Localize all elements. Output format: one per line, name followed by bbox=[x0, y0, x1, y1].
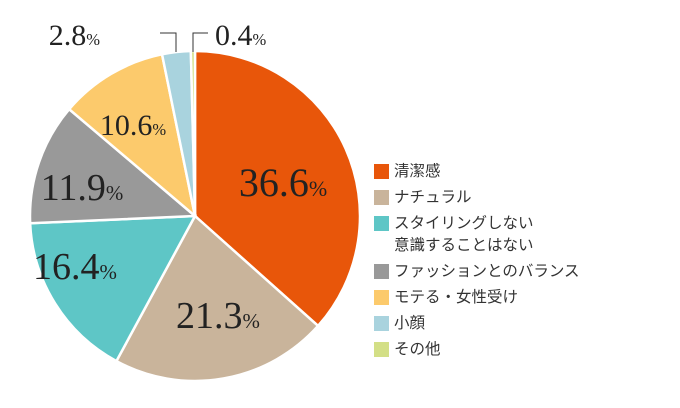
legend-swatch bbox=[374, 164, 389, 179]
leader-line bbox=[160, 32, 177, 52]
data-label: 2.8% bbox=[49, 19, 101, 52]
data-label: 0.4% bbox=[215, 19, 267, 52]
legend-swatch bbox=[374, 316, 389, 331]
legend-item: モテる・女性受け bbox=[374, 286, 580, 308]
legend-item: ファッションとのバランス bbox=[374, 260, 580, 282]
legend-label: ナチュラル bbox=[394, 188, 472, 206]
pie-slice bbox=[28, 214, 198, 363]
legend-label: スタイリングしない 意識することはない bbox=[394, 214, 534, 254]
legend-label: その他 bbox=[394, 340, 441, 358]
legend-label: 小顔 bbox=[394, 314, 426, 332]
pie-slice bbox=[114, 214, 320, 383]
legend-swatch bbox=[374, 290, 389, 305]
legend-label: モテる・女性受け bbox=[394, 288, 519, 306]
legend-item: スタイリングしない 意識することはない bbox=[374, 212, 580, 256]
legend-swatch bbox=[374, 190, 389, 205]
legend-swatch bbox=[374, 342, 389, 357]
legend-item: 清潔感 bbox=[374, 160, 580, 182]
data-label: 36.6% bbox=[239, 160, 327, 205]
data-label: 10.6% bbox=[100, 109, 167, 142]
data-label: 21.3% bbox=[176, 295, 260, 337]
legend-item: ナチュラル bbox=[374, 186, 580, 208]
legend-swatch bbox=[374, 264, 389, 279]
pie-slice bbox=[193, 49, 362, 328]
legend-swatch bbox=[374, 216, 389, 231]
legend-item: 小顔 bbox=[374, 312, 580, 334]
legend-label: ファッションとのバランス bbox=[394, 262, 580, 280]
legend-item: その他 bbox=[374, 338, 580, 360]
pie-slice bbox=[28, 107, 199, 225]
data-label: 16.4% bbox=[33, 246, 117, 288]
legend: 清潔感ナチュラルスタイリングしない 意識することはないファッションとのバランス モテ… bbox=[374, 160, 580, 364]
legend-label: 清潔感 bbox=[394, 162, 441, 180]
data-label: 11.9% bbox=[41, 167, 124, 209]
pie-slice bbox=[67, 52, 197, 220]
leader-line bbox=[192, 32, 208, 52]
